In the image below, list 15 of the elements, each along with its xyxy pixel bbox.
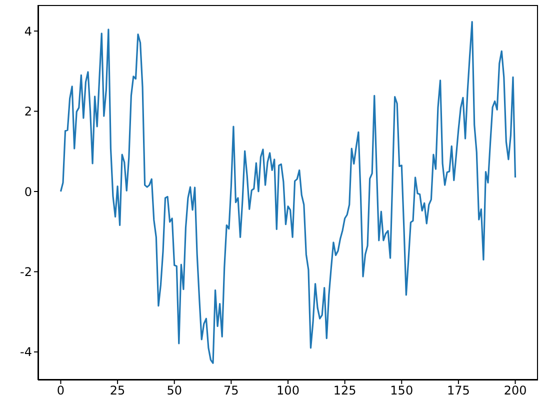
y-tick-label: -4 bbox=[20, 345, 32, 360]
x-tick-label: 25 bbox=[110, 384, 126, 398]
x-tick-label: 125 bbox=[333, 384, 356, 398]
x-tick-label: 75 bbox=[224, 384, 239, 398]
y-tick-label: -2 bbox=[20, 264, 32, 279]
x-tick-label: 0 bbox=[56, 384, 65, 398]
x-tick-label: 50 bbox=[166, 384, 182, 398]
y-tick-label: 0 bbox=[24, 184, 32, 199]
y-tick-label: 2 bbox=[24, 104, 32, 119]
y-tick-label: 4 bbox=[24, 24, 32, 38]
x-tick-label: 100 bbox=[276, 384, 300, 398]
x-tick-label: 200 bbox=[504, 384, 527, 398]
x-tick-label: 175 bbox=[447, 384, 470, 398]
x-tick-label: 150 bbox=[390, 384, 414, 398]
line-series bbox=[60, 21, 516, 364]
